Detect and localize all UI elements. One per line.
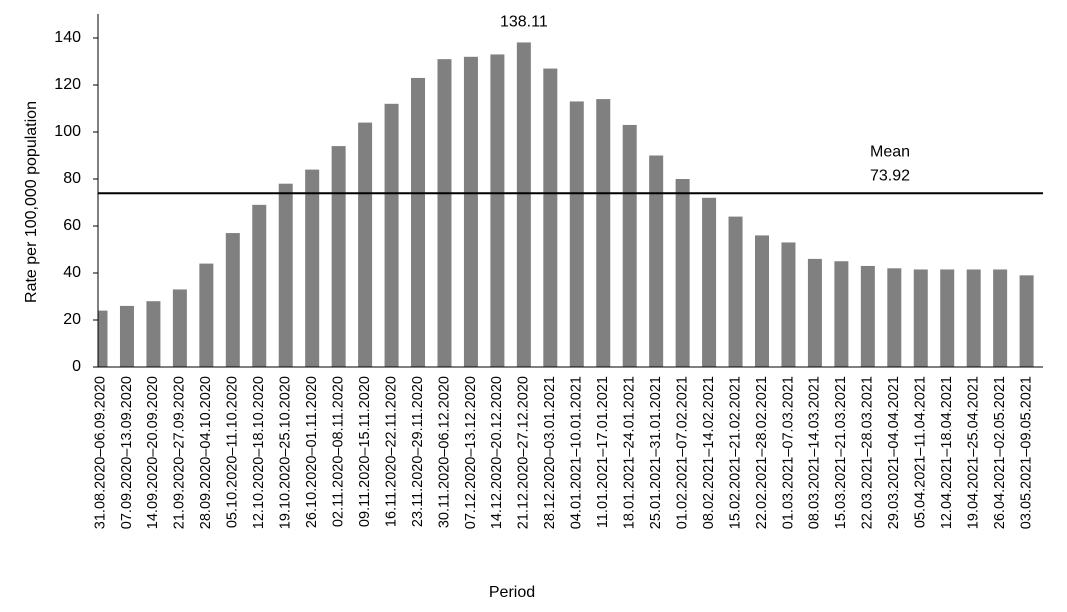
- bar: [755, 235, 769, 367]
- bars: [98, 42, 1034, 368]
- y-tick-label: 80: [63, 170, 81, 187]
- bar: [384, 103, 399, 368]
- x-tick-label: 14.12.2020–20.12.2020: [489, 376, 505, 529]
- bar: [278, 183, 293, 367]
- bar: [516, 42, 531, 368]
- x-tick-label: 23.11.2020–29.11.2020: [410, 376, 426, 527]
- x-tick-label: 18.01.2021–24.01.2021: [622, 376, 638, 529]
- x-tick-label: 12.04.2021–18.04.2021: [939, 376, 955, 529]
- y-tick-label: 0: [72, 358, 81, 375]
- y-axis-label: Rate per 100,000 population: [23, 101, 40, 303]
- bar: [860, 265, 875, 367]
- x-tick-label: 21.09.2020–27.09.2020: [172, 376, 188, 529]
- x-tick-label: 19.04.2021–25.04.2021: [966, 376, 982, 529]
- x-tick-label: 07.09.2020–13.09.2020: [119, 376, 135, 529]
- x-tick-label: 22.03.2021–28.03.2021: [860, 376, 876, 529]
- bar: [781, 242, 796, 367]
- x-tick-label: 30.11.2020–06.12.2020: [436, 376, 452, 528]
- x-tick-label: 09.11.2020–15.11.2020: [357, 376, 373, 527]
- x-tick-label: 03.05.2021–09.05.2021: [1018, 376, 1034, 529]
- x-tick-label: 28.09.2020–04.10.2020: [198, 376, 214, 529]
- x-tick-label: 31.08.2020–06.09.2020: [92, 376, 108, 529]
- bar: [119, 305, 134, 367]
- bar: [199, 263, 214, 367]
- bar: [728, 216, 743, 367]
- y-tick-label: 40: [63, 264, 81, 281]
- bar: [1019, 275, 1034, 367]
- x-tick-label: 19.10.2020–25.10.2020: [278, 376, 294, 529]
- mean-value: 73.92: [870, 168, 910, 185]
- bar: [358, 122, 373, 367]
- y-tick-label: 20: [63, 311, 81, 328]
- bar: [913, 269, 928, 367]
- x-tick-label: 01.02.2021–07.02.2021: [674, 376, 690, 529]
- x-tick-label: 15.02.2021–21.02.2021: [727, 376, 743, 529]
- bar: [172, 289, 187, 367]
- bar: [225, 233, 240, 367]
- bar: [966, 269, 981, 367]
- x-axis-label: Period: [489, 584, 535, 601]
- bar: [649, 155, 664, 367]
- y-tick-label: 60: [63, 217, 81, 234]
- x-tick-label: 22.02.2021–28.02.2021: [754, 376, 770, 529]
- x-tick-label: 14.09.2020–20.09.2020: [145, 376, 161, 529]
- bar: [98, 310, 108, 367]
- x-tick-label: 11.01.2021–17.01.2021: [595, 376, 611, 528]
- x-tick-label: 29.03.2021–04.04.2021: [886, 376, 902, 529]
- x-tick-label: 01.03.2021–07.03.2021: [780, 376, 796, 529]
- bar: [411, 77, 426, 367]
- x-tick-label: 05.04.2021–11.04.2021: [913, 376, 929, 528]
- bar: [993, 269, 1008, 367]
- x-tick-label: 07.12.2020–13.12.2020: [463, 376, 479, 529]
- mean-label: Mean: [870, 144, 910, 161]
- x-tick-label: 08.02.2021–14.02.2021: [701, 376, 717, 529]
- x-tick-label: 26.10.2020–01.11.2020: [304, 376, 320, 528]
- y-tick-label: 120: [54, 76, 81, 93]
- x-tick-label: 28.12.2020–03.01.2021: [542, 376, 558, 529]
- x-tick-label: 16.11.2020–22.11.2020: [383, 376, 399, 527]
- bar: [887, 268, 902, 367]
- x-tick-label: 08.03.2021–14.03.2021: [807, 376, 823, 529]
- y-tick-label: 140: [54, 29, 81, 46]
- x-tick-label: 04.01.2021–10.01.2021: [569, 376, 585, 529]
- x-tick-label: 21.12.2020–27.12.2020: [516, 376, 532, 529]
- value-label: 138.11: [500, 14, 548, 31]
- x-tick-label: 25.01.2021–31.01.2021: [648, 376, 664, 529]
- bar: [596, 99, 611, 367]
- bar: [675, 179, 690, 367]
- bar: [331, 146, 346, 367]
- bar: [463, 56, 478, 368]
- x-tick-label: 02.11.2020–08.11.2020: [330, 376, 346, 527]
- bar: [940, 269, 955, 367]
- x-tick-label: 05.10.2020–11.10.2020: [225, 376, 241, 528]
- bar: [807, 258, 822, 367]
- bar: [437, 59, 452, 368]
- bar: [146, 301, 161, 367]
- bar: [543, 68, 558, 368]
- bar: [622, 124, 637, 367]
- bar: [490, 54, 505, 367]
- bar: [252, 204, 267, 367]
- bar: [702, 197, 717, 367]
- x-tick-label: 26.04.2021–02.05.2021: [992, 376, 1008, 529]
- bar: [569, 101, 584, 367]
- bar: [305, 169, 320, 367]
- x-tick-label: 12.10.2020–18.10.2020: [251, 376, 267, 529]
- bar: [834, 261, 849, 367]
- x-tick-label: 15.03.2021–21.03.2021: [833, 376, 849, 529]
- y-tick-label: 100: [54, 123, 81, 140]
